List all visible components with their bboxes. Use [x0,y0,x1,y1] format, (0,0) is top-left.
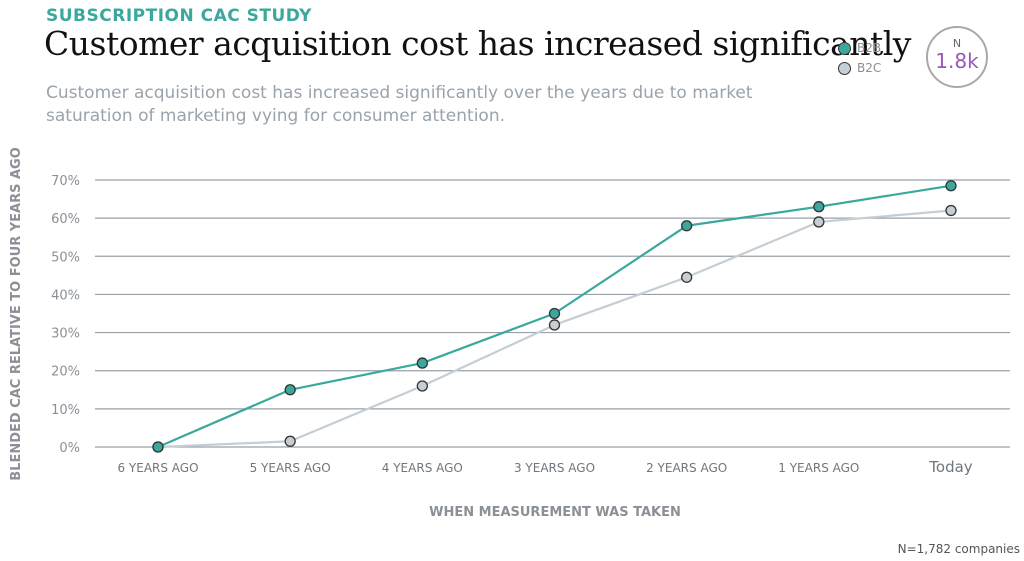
sample-size-label: N [952,37,962,50]
legend: B2B B2C [838,38,881,78]
data-point-b2b [681,220,693,232]
x-tick-label: 2 YEARS AGO [646,461,727,475]
y-tick-label: 30% [51,327,80,342]
data-point-b2c [548,319,561,331]
data-point-b2b [284,384,296,396]
data-point-b2c [284,435,296,447]
x-tick-label: Today [928,458,973,476]
data-point-b2c [416,380,428,392]
chart-subtitle: Customer acquisition cost has increased … [46,83,753,126]
chart-title: Customer acquisition cost has increased … [44,24,911,63]
y-tick-label: 10% [51,403,80,418]
y-tick-label: 50% [51,250,80,265]
legend-swatch-b2c [838,61,851,75]
x-tick-label: 5 YEARS AGO [250,461,331,475]
sample-size-badge: N 1.8k [926,26,988,88]
data-point-b2c [813,216,825,228]
x-tick-label: 1 YEARS AGO [778,461,859,475]
y-axis-label: BLENDED CAC RELATIVE TO FOUR YEARS AGO [9,147,24,481]
x-tick-label: 4 YEARS AGO [382,461,463,475]
sample-size-value: 1.8k [935,49,979,73]
data-point-b2c [945,204,957,217]
data-point-b2c [681,271,693,283]
y-tick-label: 20% [51,365,80,380]
legend-swatch-b2b [838,41,851,55]
x-axis-label: WHEN MEASUREMENT WAS TAKEN [429,505,681,520]
x-tick-label: 6 YEARS AGO [117,461,198,475]
legend-item-b2c: B2C [838,58,881,78]
legend-label-b2c: B2C [857,61,882,75]
data-point-b2b [548,307,561,320]
data-point-b2b [416,357,428,369]
data-point-b2b [813,201,825,213]
y-tick-label: 70% [51,174,80,189]
footnote: N=1,782 companies [897,542,1020,556]
y-tick-label: 40% [51,288,80,303]
y-tick-label: 60% [51,212,80,227]
y-tick-label: 0% [59,441,80,456]
x-tick-label: 3 YEARS AGO [514,461,595,475]
data-point-b2b [152,441,164,453]
legend-label-b2b: B2B [857,41,882,55]
legend-item-b2b: B2B [838,38,881,58]
data-point-b2b [945,180,957,192]
chart-eyebrow: SUBSCRIPTION CAC STUDY [46,6,312,26]
